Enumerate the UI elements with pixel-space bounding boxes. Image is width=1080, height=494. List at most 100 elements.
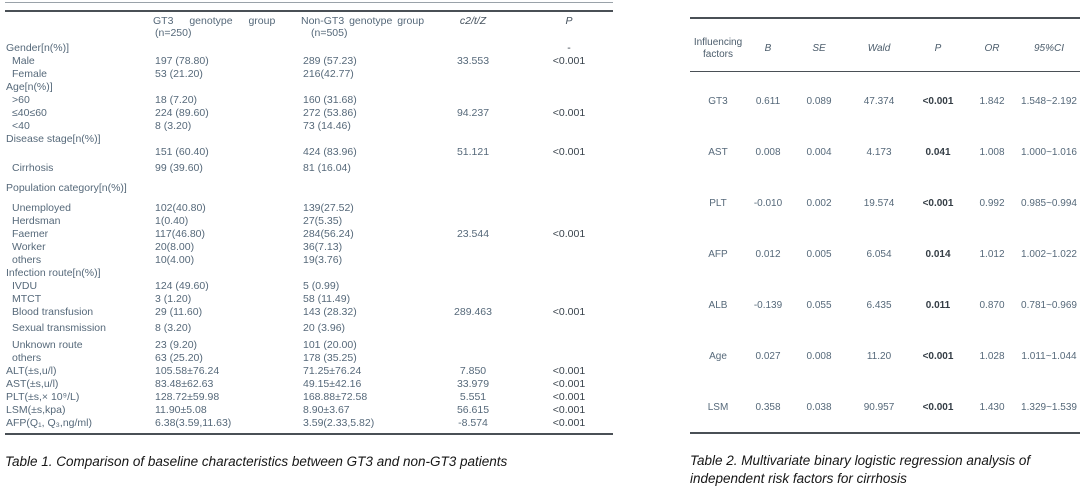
table1-row: AFP(Q₁, Q₃,ng/ml) 6.38(3.59,11.63) 3.59(… bbox=[5, 417, 620, 430]
table1-row: Unemployed 102(40.80) 139(27.52) bbox=[5, 202, 620, 215]
table1-header-statistic: c2/t/Z bbox=[459, 15, 487, 27]
statistic-value: 23.544 bbox=[456, 228, 490, 240]
statistic-value bbox=[428, 215, 518, 228]
non-gt3-group-value: 168.88±72.58 bbox=[303, 391, 368, 403]
wald-value: 4.173 bbox=[866, 147, 892, 158]
non-gt3-group-value bbox=[301, 81, 428, 94]
wald-value: 11.20 bbox=[866, 351, 892, 362]
table2-row: Age 0.027 0.008 11.20 <0.001 1.028 1.011… bbox=[690, 331, 1080, 382]
non-gt3-group-value: 216(42.77) bbox=[303, 68, 354, 80]
table2-top-rule bbox=[690, 17, 1080, 19]
table1-header-gt3: GT3 genotype group (n=250) bbox=[153, 15, 301, 39]
non-gt3-group-value: 143 (28.32) bbox=[303, 306, 357, 318]
row-label: Gender[n(%)] bbox=[6, 42, 70, 54]
p-value: <0.001 bbox=[552, 378, 586, 390]
gt3-group-value: 105.58±76.24 bbox=[155, 365, 220, 377]
influencing-factor: PLT bbox=[709, 198, 727, 209]
b-value: 0.008 bbox=[755, 147, 781, 158]
table1-top-rule bbox=[5, 10, 613, 12]
table1-row: Infection route[n(%)] bbox=[5, 267, 620, 280]
table2-row: LSM 0.358 0.038 90.957 <0.001 1.430 1.32… bbox=[690, 382, 1080, 433]
table1-row: MTCT 3 (1.20) 58 (11.49) bbox=[5, 293, 620, 306]
row-label: Age[n(%)] bbox=[6, 81, 53, 93]
p-value bbox=[518, 267, 620, 280]
row-label: Cirrhosis bbox=[12, 162, 54, 174]
table1-row: >60 18 (7.20) 160 (31.68) bbox=[5, 94, 620, 107]
p-value bbox=[518, 120, 620, 133]
table1-row: others 63 (25.20) 178 (35.25) bbox=[5, 352, 620, 365]
influencing-factor: Age bbox=[709, 351, 727, 362]
gt3-group-value: 151 (60.40) bbox=[155, 146, 209, 158]
p-value: - bbox=[567, 42, 571, 54]
p-value bbox=[518, 280, 620, 293]
row-label: ≤40≤60 bbox=[12, 107, 47, 119]
non-gt3-group-value: 139(27.52) bbox=[303, 202, 354, 214]
table1-caption: Table 1. Comparison of baseline characte… bbox=[5, 454, 508, 469]
statistic-value: -8.574 bbox=[458, 417, 488, 429]
table1-row: Sexual transmission 8 (3.20) 20 (3.96) bbox=[5, 322, 620, 335]
table1-row: Blood transfusion 29 (11.60) 143 (28.32)… bbox=[5, 306, 620, 319]
p-value bbox=[518, 241, 620, 254]
row-label: Sexual transmission bbox=[12, 322, 106, 334]
gt3-group-value bbox=[153, 182, 301, 195]
se-value: 0.004 bbox=[806, 147, 832, 158]
non-gt3-group-value: 19(3.76) bbox=[303, 254, 343, 266]
gt3-group-value: 197 (78.80) bbox=[155, 55, 209, 67]
table1-row: ≤40≤60 224 (89.60) 272 (53.86) 94.237 <0… bbox=[5, 107, 620, 120]
row-label: AST(±s,u/l) bbox=[6, 378, 59, 390]
statistic-value: 51.121 bbox=[456, 146, 490, 158]
statistic-value bbox=[428, 120, 518, 133]
statistic-value bbox=[428, 352, 518, 365]
table1-row: Unknown route 23 (9.20) 101 (20.00) bbox=[5, 339, 620, 352]
gt3-group-value: 99 (39.60) bbox=[155, 162, 203, 174]
row-label: Disease stage[n(%)] bbox=[6, 133, 101, 145]
gt3-group-value: 29 (11.60) bbox=[155, 306, 203, 318]
row-label: Female bbox=[12, 68, 48, 80]
non-gt3-group-value: 101 (20.00) bbox=[303, 339, 357, 351]
ci-value: 1.000~1.016 bbox=[1021, 147, 1077, 158]
non-gt3-group-value bbox=[301, 42, 428, 55]
table1-bottom-rule bbox=[5, 433, 613, 435]
non-gt3-group-value: 8.90±3.67 bbox=[303, 404, 350, 416]
table1-header-nongt3-title: Non-GT3 genotype group bbox=[301, 15, 425, 27]
gt3-group-value bbox=[153, 42, 301, 55]
non-gt3-group-value: 3.59(2.33,5.82) bbox=[303, 417, 375, 429]
p-value bbox=[518, 182, 620, 195]
influencing-factor: AST bbox=[708, 147, 728, 158]
p-value bbox=[518, 339, 620, 352]
row-label: AFP(Q₁, Q₃,ng/ml) bbox=[6, 417, 92, 429]
p-value: <0.001 bbox=[552, 107, 586, 119]
row-label: Male bbox=[12, 55, 35, 67]
p-value: <0.001 bbox=[552, 306, 586, 318]
table2-bottom-rule bbox=[690, 432, 1080, 434]
statistic-value bbox=[428, 81, 518, 94]
p-value: <0.001 bbox=[552, 146, 586, 158]
gt3-group-value: 1(0.40) bbox=[155, 215, 189, 227]
row-label: Faemer bbox=[12, 228, 49, 240]
non-gt3-group-value: 160 (31.68) bbox=[303, 94, 357, 106]
p-value bbox=[518, 81, 620, 94]
p-value bbox=[518, 202, 620, 215]
wald-value: 6.054 bbox=[866, 249, 892, 260]
statistic-value: 56.615 bbox=[456, 404, 490, 416]
b-value: 0.611 bbox=[755, 96, 781, 107]
table1-row: Cirrhosis 99 (39.60) 81 (16.04) bbox=[5, 162, 620, 175]
gt3-group-value: 8 (3.20) bbox=[155, 120, 192, 132]
b-value: 0.027 bbox=[755, 351, 781, 362]
statistic-value: 5.551 bbox=[459, 391, 487, 403]
influencing-factor: AFP bbox=[708, 249, 728, 260]
row-label: MTCT bbox=[12, 293, 42, 305]
table1-header-empty bbox=[5, 15, 153, 39]
statistic-value: 33.979 bbox=[456, 378, 490, 390]
p-value bbox=[518, 162, 620, 175]
table2-row: AST 0.008 0.004 4.173 0.041 1.008 1.000~… bbox=[690, 127, 1080, 178]
or-value: 1.008 bbox=[979, 147, 1005, 158]
row-label: others bbox=[12, 352, 42, 364]
non-gt3-group-value bbox=[301, 133, 428, 146]
or-value: 0.870 bbox=[979, 300, 1005, 311]
p-value: <0.001 bbox=[922, 198, 954, 209]
se-value: 0.089 bbox=[806, 96, 832, 107]
table2-row: ALB -0.139 0.055 6.435 0.011 0.870 0.781… bbox=[690, 280, 1080, 331]
gt3-group-value bbox=[153, 133, 301, 146]
table1-row: Gender[n(%)] - bbox=[5, 42, 620, 55]
